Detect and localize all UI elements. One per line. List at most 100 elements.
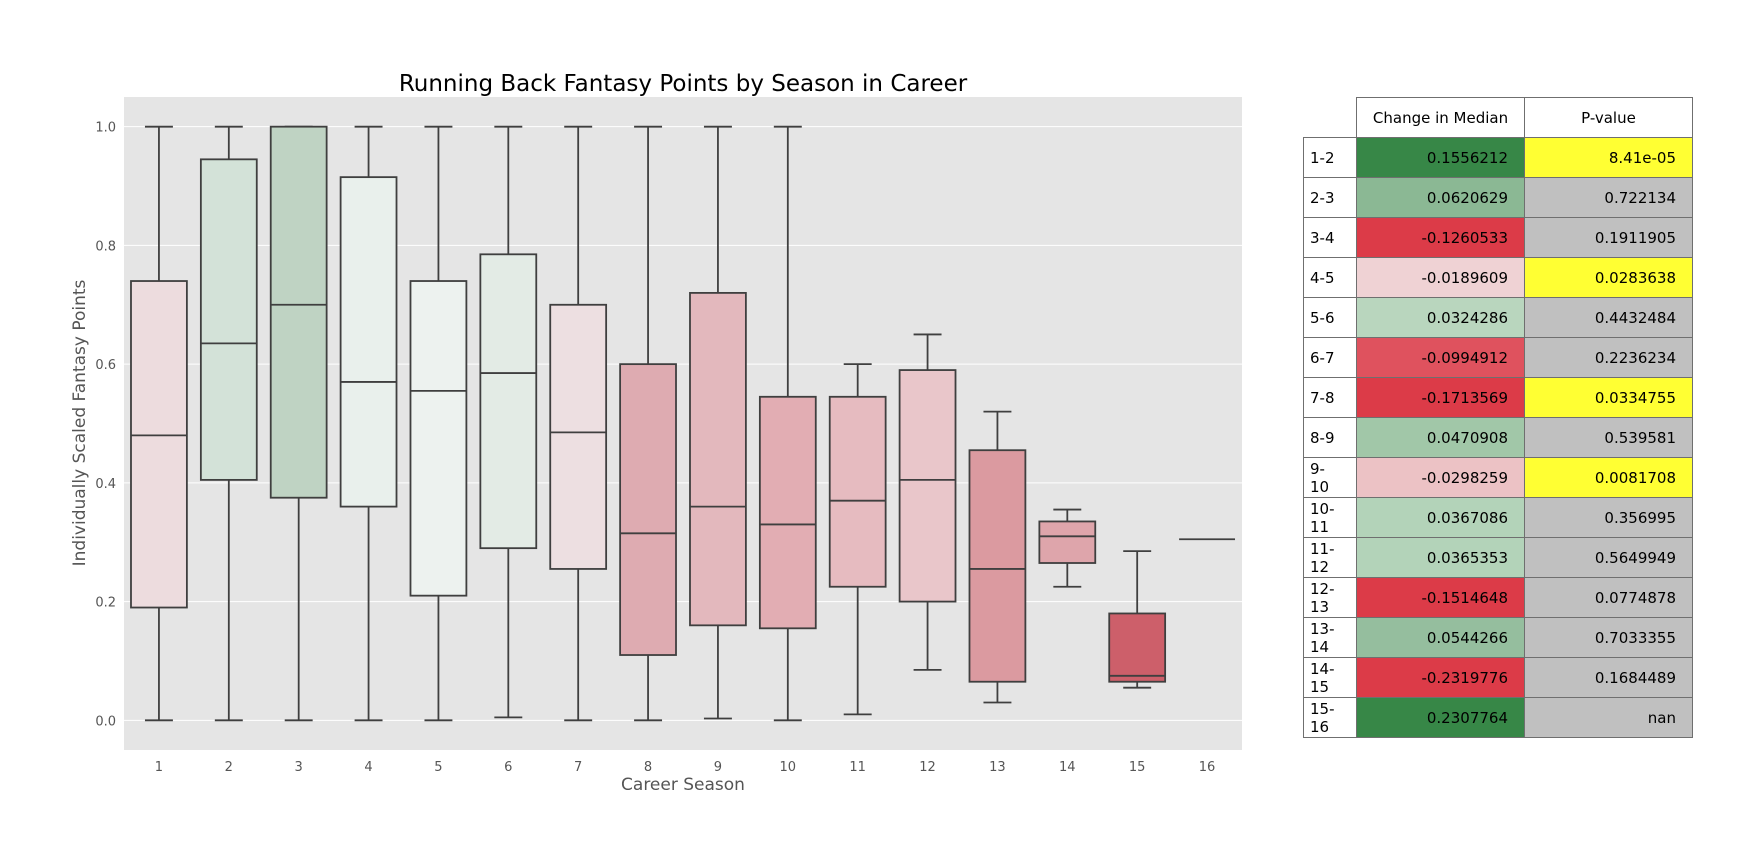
table-row: 9-10 -0.0298259 0.0081708: [1303, 457, 1693, 498]
p-value-cell: 0.2236234: [1524, 337, 1693, 378]
table-row: 11-12 0.0365353 0.5649949: [1303, 537, 1693, 578]
box-11: [828, 363, 887, 716]
box-15: [1108, 550, 1167, 689]
x-axis-label: Career Season: [621, 775, 745, 795]
x-tick-label: 11: [849, 760, 866, 775]
table-row: 4-5 -0.0189609 0.0283638: [1303, 257, 1693, 298]
box-iqr: [758, 395, 817, 630]
y-tick-label: 0.6: [95, 358, 116, 373]
box-iqr: [689, 291, 747, 627]
table-row: 15-16 0.2307764 nan: [1303, 697, 1693, 738]
chart-title: Running Back Fantasy Points by Season in…: [399, 71, 968, 97]
table-row: 13-14 0.0544266 0.7033355: [1303, 617, 1693, 658]
box-iqr: [898, 369, 957, 603]
row-label: 14-15: [1303, 657, 1357, 698]
box-9: [689, 125, 747, 720]
box-iqr: [968, 449, 1027, 683]
median-change-table: Change in Median P-value 1-2 0.1556212 8.4…: [1303, 97, 1693, 738]
y-tick-label: 0.2: [95, 596, 116, 611]
row-label: 10-11: [1303, 497, 1357, 538]
change-in-median-cell: 0.0620629: [1356, 177, 1525, 218]
box-1: [130, 125, 188, 722]
box-5: [409, 125, 468, 722]
box-iqr: [1038, 520, 1097, 564]
x-tick-label: 15: [1129, 760, 1146, 775]
table-row: 14-15 -0.2319776 0.1684489: [1303, 657, 1693, 698]
row-label: 11-12: [1303, 537, 1357, 578]
p-value-cell: 0.356995: [1524, 497, 1693, 538]
row-label: 4-5: [1303, 257, 1357, 298]
box-iqr: [130, 280, 188, 609]
change-in-median-cell: -0.1514648: [1356, 577, 1525, 618]
change-in-median-cell: -0.1713569: [1356, 377, 1525, 418]
table-corner: [1304, 98, 1357, 138]
row-label: 3-4: [1303, 217, 1357, 258]
table-header-row: Change in Median P-value: [1304, 97, 1693, 138]
y-tick-label: 0.8: [95, 239, 116, 254]
row-label: 7-8: [1303, 377, 1357, 418]
p-value-cell: 0.4432484: [1524, 297, 1693, 338]
x-tick-label: 13: [989, 760, 1006, 775]
x-tick-label: 8: [644, 760, 652, 775]
table-row: 7-8 -0.1713569 0.0334755: [1303, 377, 1693, 418]
p-value-cell: 0.5649949: [1524, 537, 1693, 578]
box-iqr: [269, 125, 328, 499]
x-tick-label: 2: [225, 760, 233, 775]
x-tick-label: 16: [1199, 760, 1216, 775]
table-row: 8-9 0.0470908 0.539581: [1303, 417, 1693, 458]
y-tick-labels: 0.0 0.2 0.4 0.6 0.8 1.0: [95, 121, 116, 730]
change-in-median-cell: 0.2307764: [1356, 697, 1525, 738]
change-in-median-cell: -0.0189609: [1356, 257, 1525, 298]
p-value-cell: 0.0081708: [1524, 457, 1693, 498]
box-iqr: [339, 176, 398, 508]
change-in-median-cell: -0.0298259: [1356, 457, 1525, 498]
change-in-median-cell: 0.0365353: [1356, 537, 1525, 578]
change-in-median-cell: 0.0470908: [1356, 417, 1525, 458]
row-label: 2-3: [1303, 177, 1357, 218]
box-iqr: [1108, 612, 1167, 683]
table-row: 10-11 0.0367086 0.356995: [1303, 497, 1693, 538]
box-6: [479, 125, 538, 719]
change-in-median-cell: -0.1260533: [1356, 217, 1525, 258]
box-iqr: [199, 158, 258, 481]
row-label: 5-6: [1303, 297, 1357, 338]
x-tick-label: 4: [364, 760, 372, 775]
table-row: 1-2 0.1556212 8.41e-05: [1303, 137, 1693, 178]
table-row: 5-6 0.0324286 0.4432484: [1303, 297, 1693, 338]
box-2: [199, 125, 258, 722]
x-tick-labels: 1 2 3 4 5 6 7 8 9 10 11 12 13 14 15 16: [155, 760, 1216, 775]
x-tick-label: 10: [780, 760, 797, 775]
box-iqr: [619, 363, 677, 656]
x-tick-label: 6: [504, 760, 512, 775]
row-label: 6-7: [1303, 337, 1357, 378]
box-4: [339, 125, 398, 722]
p-value-cell: 0.7033355: [1524, 617, 1693, 658]
x-tick-label: 9: [714, 760, 722, 775]
p-value-cell: 0.1684489: [1524, 657, 1693, 698]
change-in-median-cell: 0.1556212: [1356, 137, 1525, 178]
p-value-cell: 0.1911905: [1524, 217, 1693, 258]
change-in-median-cell: 0.0544266: [1356, 617, 1525, 658]
table-row: 6-7 -0.0994912 0.2236234: [1303, 337, 1693, 378]
p-value-cell: 8.41e-05: [1524, 137, 1693, 178]
p-value-cell: 0.539581: [1524, 417, 1693, 458]
change-in-median-cell: 0.0324286: [1356, 297, 1525, 338]
x-tick-label: 5: [434, 760, 442, 775]
table-row: 2-3 0.0620629 0.722134: [1303, 177, 1693, 218]
box-8: [619, 125, 677, 722]
box-14: [1038, 508, 1097, 588]
row-label: 8-9: [1303, 417, 1357, 458]
x-tick-label: 7: [574, 760, 582, 775]
table-row: 3-4 -0.1260533 0.1911905: [1303, 217, 1693, 258]
box-7: [549, 125, 608, 722]
box-iqr: [479, 253, 538, 550]
table-row: 12-13 -0.1514648 0.0774878: [1303, 577, 1693, 618]
p-value-cell: 0.0334755: [1524, 377, 1693, 418]
boxes: [130, 125, 1236, 722]
y-tick-label: 0.4: [95, 477, 116, 492]
x-tick-label: 3: [295, 760, 303, 775]
row-label: 1-2: [1303, 137, 1357, 178]
change-in-median-cell: -0.2319776: [1356, 657, 1525, 698]
p-value-cell: nan: [1524, 697, 1693, 738]
